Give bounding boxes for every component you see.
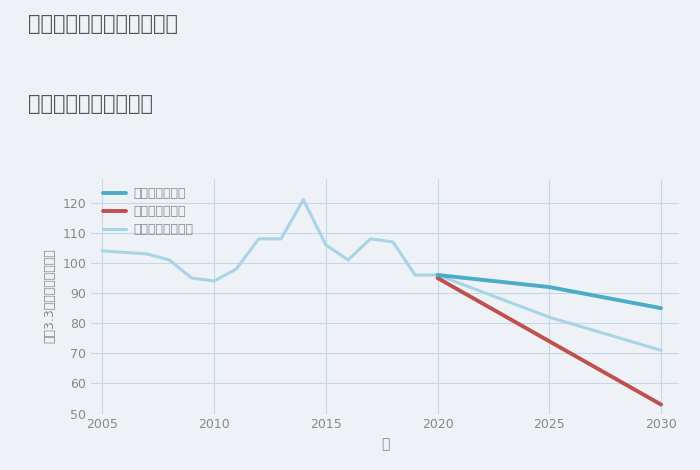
グッドシナリオ [433,272,442,278]
Line: グッドシナリオ: グッドシナリオ [438,275,661,308]
ノーマルシナリオ [344,257,352,263]
ノーマルシナリオ [232,266,241,272]
ノーマルシナリオ [165,257,174,263]
ノーマルシナリオ [321,242,330,248]
ノーマルシナリオ [276,236,285,242]
バッドシナリオ [433,275,442,281]
ノーマルシナリオ [98,248,106,254]
グッドシナリオ [657,306,665,311]
ノーマルシナリオ [411,272,419,278]
ノーマルシナリオ [366,236,375,242]
ノーマルシナリオ [433,272,442,278]
X-axis label: 年: 年 [381,437,389,451]
ノーマルシナリオ [143,251,151,257]
Line: ノーマルシナリオ: ノーマルシナリオ [102,200,438,281]
Y-axis label: 坪（3.3㎡）単価（万円）: 坪（3.3㎡）単価（万円） [43,249,57,344]
ノーマルシナリオ [210,278,218,284]
ノーマルシナリオ [255,236,263,242]
バッドシナリオ [545,338,554,344]
Text: 愛知県豊橋市高師本郷町の: 愛知県豊橋市高師本郷町の [28,14,178,34]
Text: 中古戸建ての価格推移: 中古戸建ての価格推移 [28,94,153,114]
ノーマルシナリオ [299,197,307,203]
ノーマルシナリオ [188,275,196,281]
Legend: グッドシナリオ, バッドシナリオ, ノーマルシナリオ: グッドシナリオ, バッドシナリオ, ノーマルシナリオ [103,187,193,236]
グッドシナリオ [545,284,554,290]
ノーマルシナリオ [389,239,397,245]
Line: バッドシナリオ: バッドシナリオ [438,278,661,405]
バッドシナリオ [657,402,665,407]
